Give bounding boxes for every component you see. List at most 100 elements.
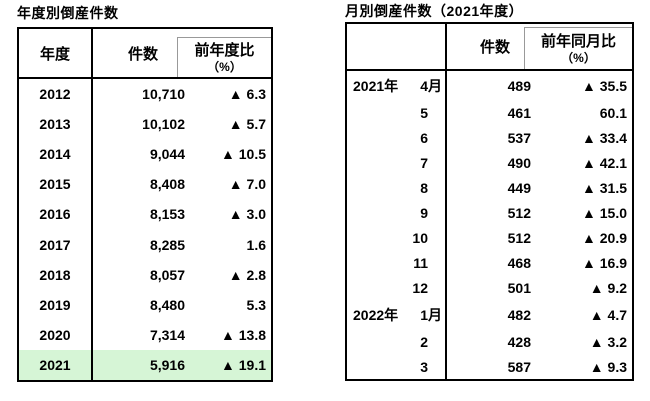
year-cell: 2020 xyxy=(19,319,93,350)
annual-header-yoy-box: 前年度比 （%） xyxy=(177,37,271,77)
month-number: 8 xyxy=(420,179,428,196)
annual-bankruptcy-table: 年度 件数 前年度比 （%） 2012 10,710 ▲ 6.3 2013 10,102… xyxy=(17,27,273,382)
table-row: 2021年 4 月 489 ▲ 35.5 xyxy=(347,71,632,100)
year-cell: 2016 xyxy=(19,199,93,230)
month-cell: 6 xyxy=(347,125,447,150)
count-cell: 8,408 xyxy=(149,176,185,193)
table-row: 2018 8,057 ▲ 2.8 xyxy=(19,259,271,290)
count-cell: 7,314 xyxy=(149,326,185,343)
monthly-header-yoy-unit: （%） xyxy=(561,50,596,65)
pct-cell: 1.6 xyxy=(246,236,266,253)
monthly-bankruptcy-table: 件数 前年同月比 （%） 2021年 4 月 489 ▲ 35.5 5 461 60.1 6 53… xyxy=(345,22,634,381)
table-row: 12 501 ▲ 9.2 xyxy=(347,275,632,300)
table-row: 2020 7,314 ▲ 13.8 xyxy=(19,319,271,350)
year-cell: 2014 xyxy=(19,139,93,170)
year-cell: 2017 xyxy=(19,229,93,260)
table-row: 7 490 ▲ 42.1 xyxy=(347,150,632,175)
monthly-header-count: 件数 xyxy=(479,39,510,56)
pct-cell: ▲ 31.5 xyxy=(582,179,627,196)
month-number: 5 xyxy=(420,104,428,121)
month-cell: 2 xyxy=(347,329,447,354)
pct-cell: ▲ 13.8 xyxy=(221,326,266,343)
pct-cell: ▲ 5.7 xyxy=(228,116,266,133)
year-cell: 2012 xyxy=(19,79,93,110)
count-cell: 428 xyxy=(507,333,531,350)
table-row: 11 468 ▲ 16.9 xyxy=(347,250,632,275)
count-cell: 449 xyxy=(507,179,531,196)
pct-cell: ▲ 3.2 xyxy=(589,333,627,350)
month-number: 2 xyxy=(420,333,428,350)
month-number: 9 xyxy=(420,204,428,221)
count-cell: 9,044 xyxy=(149,146,185,163)
month-suffix: 月 xyxy=(428,77,442,94)
count-cell: 8,285 xyxy=(149,236,185,253)
table-row: 2016 8,153 ▲ 3.0 xyxy=(19,199,271,230)
monthly-title-underline: 月別倒産件数（2021年度） xyxy=(345,1,634,24)
pct-cell: ▲ 7.0 xyxy=(228,176,266,193)
annual-header-year: 年度 xyxy=(19,29,93,77)
month-cell: 5 xyxy=(347,100,447,125)
count-cell: 8,153 xyxy=(149,206,185,223)
year-cell: 2019 xyxy=(19,289,93,320)
table-row: 10 512 ▲ 20.9 xyxy=(347,225,632,250)
monthly-header-yoy-box: 前年同月比 （%） xyxy=(524,27,632,69)
count-cell: 468 xyxy=(507,254,531,271)
count-cell: 5,916 xyxy=(149,356,185,373)
month-number: 4 xyxy=(420,77,428,94)
annual-table-header: 年度 件数 前年度比 （%） xyxy=(19,29,271,79)
table-row: 6 537 ▲ 33.4 xyxy=(347,125,632,150)
month-cell: 2021年 4 月 xyxy=(347,71,447,100)
pct-cell: ▲ 6.3 xyxy=(228,86,266,103)
count-cell: 10,710 xyxy=(142,86,185,103)
month-cell: 11 xyxy=(347,250,447,275)
month-number: 7 xyxy=(420,154,428,171)
pct-cell: ▲ 9.2 xyxy=(589,279,627,296)
table-row: 2015 8,408 ▲ 7.0 xyxy=(19,169,271,200)
count-cell: 489 xyxy=(507,77,531,94)
count-cell: 461 xyxy=(507,104,531,121)
count-cell: 512 xyxy=(507,229,531,246)
table-row: 2021 5,916 ▲ 19.1 xyxy=(19,349,271,380)
year-label: 2021年 xyxy=(353,77,399,94)
month-cell: 12 xyxy=(347,275,447,300)
count-cell: 10,102 xyxy=(142,116,185,133)
month-cell: 2022年 1 月 xyxy=(347,300,447,329)
count-cell: 8,057 xyxy=(149,266,185,283)
month-number: 10 xyxy=(412,229,428,246)
count-cell: 512 xyxy=(507,204,531,221)
table-row: 2013 10,102 ▲ 5.7 xyxy=(19,109,271,140)
year-cell: 2021 xyxy=(19,349,93,380)
table-row: 2017 8,285 1.6 xyxy=(19,229,271,260)
pct-cell: ▲ 20.9 xyxy=(582,229,627,246)
table-row: 2019 8,480 5.3 xyxy=(19,289,271,320)
table-row: 2 428 ▲ 3.2 xyxy=(347,329,632,354)
monthly-header-blank xyxy=(347,24,447,69)
pct-cell: ▲ 16.9 xyxy=(582,254,627,271)
pct-cell: ▲ 2.8 xyxy=(228,266,266,283)
pct-cell: ▲ 10.5 xyxy=(221,146,266,163)
pct-cell: ▲ 42.1 xyxy=(582,154,627,171)
pct-cell: ▲ 35.5 xyxy=(582,77,627,94)
pct-cell: ▲ 9.3 xyxy=(589,358,627,375)
annual-header-yoy-label: 前年度比 xyxy=(194,41,255,59)
year-cell: 2013 xyxy=(19,109,93,140)
monthly-header-yoy-label: 前年同月比 xyxy=(540,32,616,50)
count-cell: 482 xyxy=(507,306,531,323)
month-number: 12 xyxy=(412,279,428,296)
month-number: 6 xyxy=(420,129,428,146)
month-number: 3 xyxy=(420,358,428,375)
pct-cell: ▲ 19.1 xyxy=(221,356,266,373)
annual-header-yoy-unit: （%） xyxy=(207,59,242,74)
count-cell: 537 xyxy=(507,129,531,146)
monthly-table-header: 件数 前年同月比 （%） xyxy=(347,24,632,71)
annual-header-count: 件数 xyxy=(127,45,158,63)
table-row: 2022年 1 月 482 ▲ 4.7 xyxy=(347,300,632,329)
count-cell: 587 xyxy=(507,358,531,375)
pct-cell: ▲ 33.4 xyxy=(582,129,627,146)
month-cell: 8 xyxy=(347,175,447,200)
month-cell: 10 xyxy=(347,225,447,250)
count-cell: 490 xyxy=(507,154,531,171)
year-cell: 2018 xyxy=(19,259,93,290)
count-cell: 8,480 xyxy=(149,296,185,313)
